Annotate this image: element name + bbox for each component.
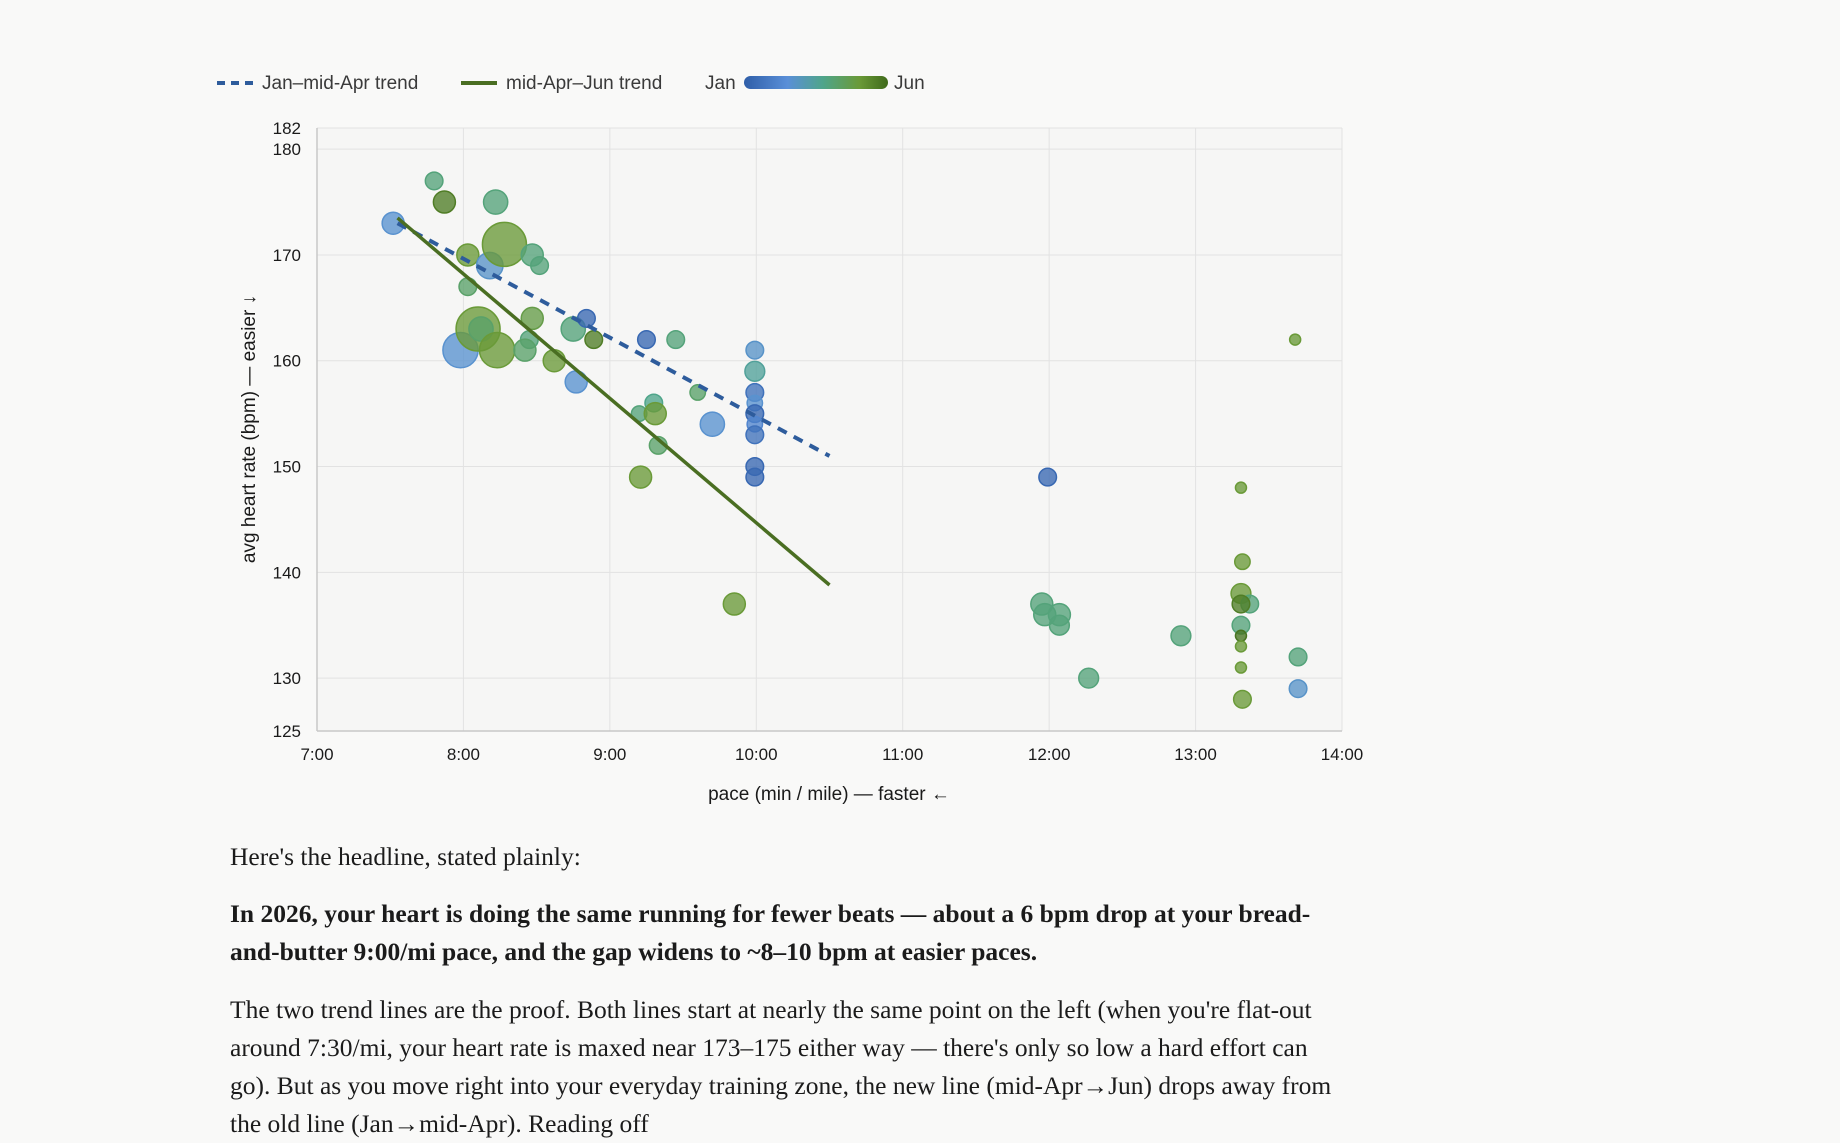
intro-paragraph: Here's the headline, stated plainly: (230, 842, 581, 871)
legend-gradient-end-label: Jun (894, 73, 925, 94)
data-point (1234, 661, 1248, 674)
legend-month-gradient-bar (744, 76, 888, 89)
data-point (666, 330, 686, 350)
x-axis-title: pace (min / mile) — faster ← (708, 784, 950, 805)
legend-trend-b-label: mid-Apr–Jun trend (506, 73, 662, 94)
x-tick-label: 14:00 (1321, 745, 1364, 764)
y-tick-labels: 125 130 140 150 160 170 180 182 (273, 119, 301, 741)
y-tick-label: 160 (273, 352, 301, 371)
plot-area: 7:00 8:00 9:00 10:00 11:00 12:00 13:00 14:00 12… (273, 119, 1364, 764)
data-point (1232, 689, 1252, 709)
y-tick-label: 125 (273, 722, 301, 741)
pace-vs-heart-rate-chart: Jan–mid-Apr trend mid-Apr–Jun trend Jan … (217, 73, 1364, 805)
data-point (745, 425, 765, 445)
trend-line-jan-mid-apr (396, 221, 831, 458)
data-point (481, 221, 528, 268)
x-tick-labels: 7:00 8:00 9:00 10:00 11:00 12:00 13:00 14:00 (300, 745, 1363, 764)
y-axis-title: avg heart rate (bpm) — easier ↓ (239, 295, 260, 563)
data-point (628, 465, 653, 489)
data-point (456, 243, 480, 267)
plot-background (317, 128, 1342, 731)
legend-trend-a-label: Jan–mid-Apr trend (262, 73, 418, 94)
x-tick-label: 13:00 (1174, 745, 1217, 764)
data-point (1170, 625, 1192, 647)
data-point (1078, 667, 1100, 689)
axes (316, 128, 1342, 732)
trend-line-mid-apr-jun (396, 216, 831, 587)
data-point (1048, 614, 1071, 636)
data-point (482, 189, 509, 215)
y-tick-label: 170 (273, 246, 301, 265)
y-tick-label: 130 (273, 669, 301, 688)
data-point (513, 338, 537, 362)
x-tick-label: 12:00 (1028, 745, 1071, 764)
headline-paragraph: In 2026, your heart is doing the same ru… (230, 899, 1311, 966)
data-point (699, 411, 726, 438)
data-point (1038, 467, 1058, 487)
data-point (643, 401, 667, 426)
y-tick-label: 182 (273, 119, 301, 138)
data-points (381, 171, 1308, 709)
trend-lines (396, 216, 831, 587)
data-point (1234, 629, 1248, 643)
data-point (458, 277, 478, 297)
data-point (520, 306, 544, 331)
y-tick-label: 140 (273, 563, 301, 582)
data-point (1288, 647, 1308, 667)
data-point (432, 190, 457, 214)
data-point (722, 592, 747, 616)
data-point (1231, 594, 1251, 614)
x-tick-label: 11:00 (882, 745, 923, 764)
data-point (744, 360, 766, 382)
data-point (530, 255, 550, 276)
data-point (1234, 640, 1248, 653)
body-paragraph: The two trend lines are the proof. Both … (230, 995, 1332, 1138)
x-tick-label: 10:00 (735, 745, 778, 764)
y-tick-label: 150 (273, 458, 301, 477)
x-tick-label: 8:00 (447, 745, 480, 764)
data-point (584, 330, 604, 350)
y-tick-label: 180 (273, 140, 301, 159)
data-point (636, 330, 657, 350)
data-point (745, 467, 765, 487)
data-point (576, 308, 596, 328)
chart-legend: Jan–mid-Apr trend mid-Apr–Jun trend Jan … (217, 73, 925, 94)
data-point (1234, 481, 1248, 494)
data-point (424, 171, 444, 191)
data-point (1288, 333, 1302, 346)
data-point (1288, 679, 1308, 699)
data-point (745, 340, 765, 360)
data-point (478, 331, 516, 369)
data-point (1233, 553, 1251, 571)
legend-gradient-start-label: Jan (705, 73, 736, 94)
x-tick-label: 7:00 (300, 745, 333, 764)
x-tick-label: 9:00 (593, 745, 626, 764)
